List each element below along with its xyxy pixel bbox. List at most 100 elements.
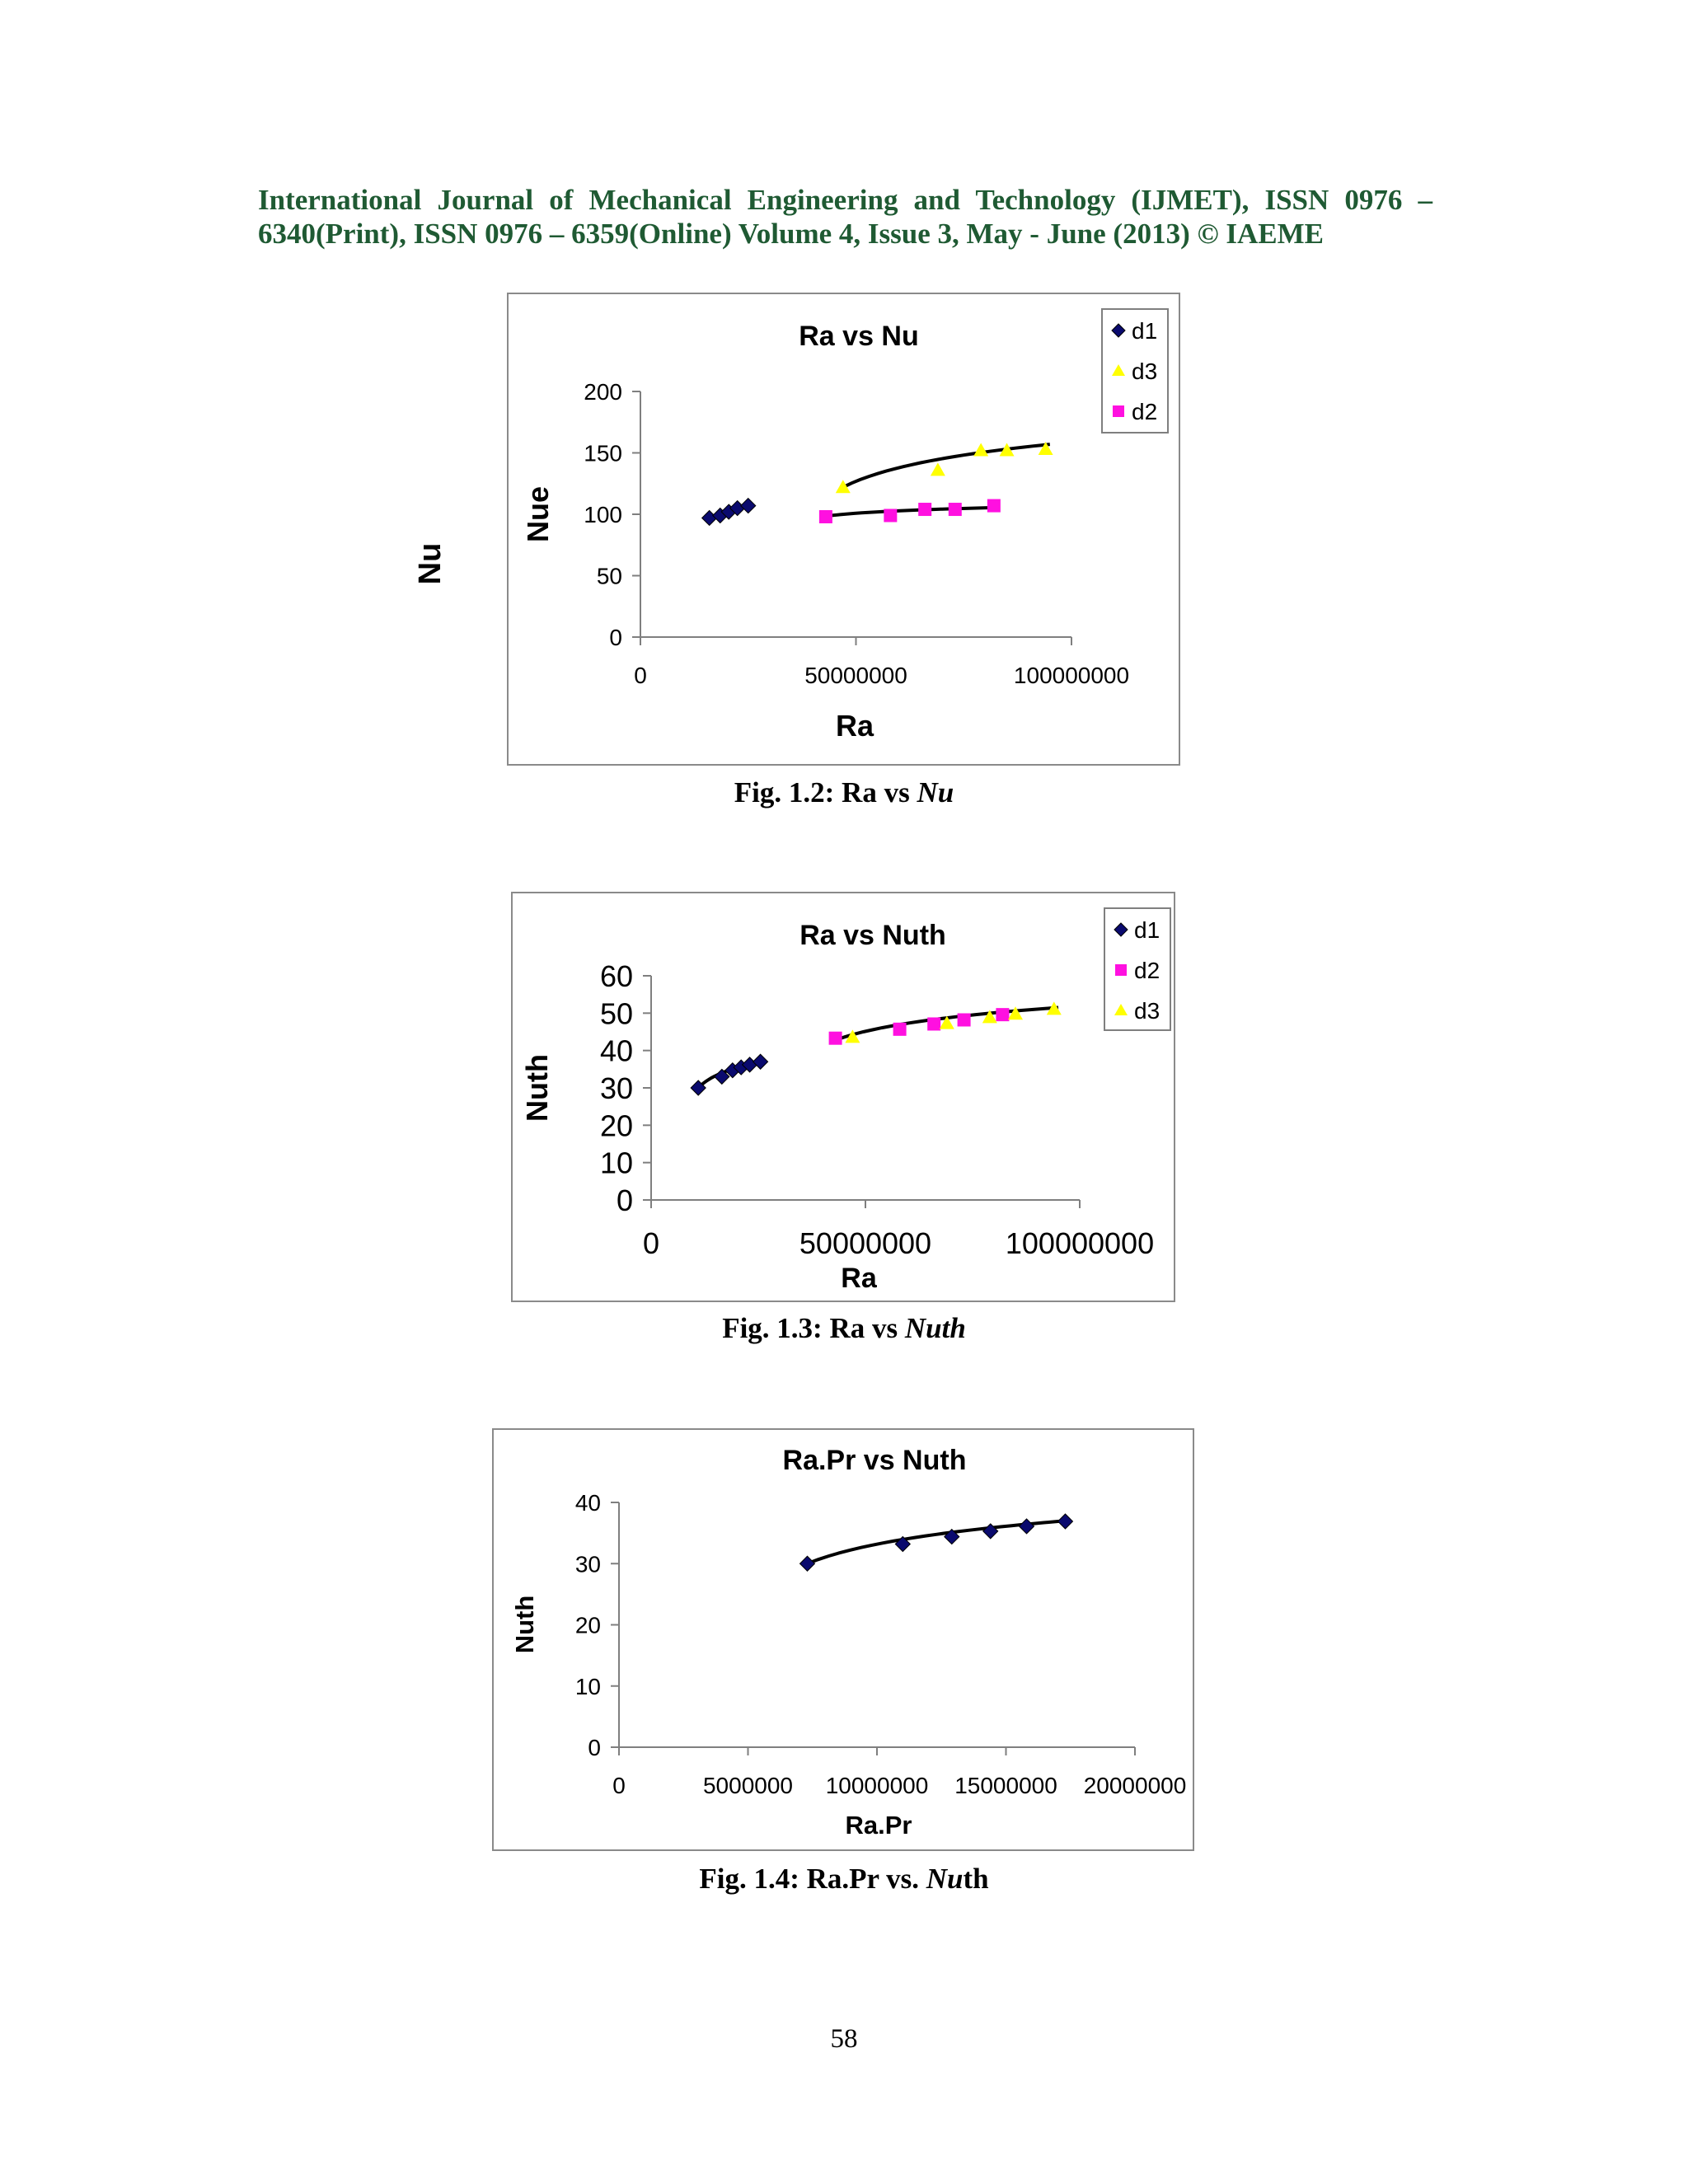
data-point-d2: [927, 1017, 941, 1031]
data-point-d2: [996, 1008, 1010, 1022]
legend-label-d3: d3: [1134, 998, 1160, 1024]
data-point-d1: [752, 1053, 769, 1070]
x-tick-label: 0: [612, 1773, 626, 1798]
y-tick-label: 0: [617, 1183, 633, 1217]
y-tick-label: 100: [584, 502, 622, 527]
x-tick-label: 100000000: [1014, 663, 1129, 688]
caption-text: Fig. 1.4: Ra.Pr vs.: [699, 1863, 926, 1895]
data-point-d2: [893, 1022, 907, 1036]
data-point-d1: [690, 1080, 706, 1096]
y-tick-label: 50: [597, 564, 622, 589]
data-point-d3: [930, 462, 945, 476]
x-axis-label: Ra: [836, 709, 874, 743]
figure-1-3-caption: Fig. 1.3: Ra vs Nuth: [0, 1312, 1688, 1345]
x-tick-label: 50000000: [799, 1226, 931, 1260]
figure-1-4-chart: Ra.Pr vs Nuth 0 10 20 30 40 0 5000000 10000000 15…: [492, 1428, 1194, 1851]
data-point-series: [944, 1528, 960, 1545]
y-axis-label: Nuth: [520, 1054, 554, 1122]
y-tick-label: 150: [584, 441, 622, 466]
y-tick-label: 0: [609, 625, 622, 650]
figure-1-2-caption: Fig. 1.2: Ra vs Nu: [0, 776, 1688, 809]
figure-1-3-chart: Ra vs Nuth 0 10 20 30 40 50 60 0 50000000 10000000…: [511, 892, 1175, 1302]
data-point-series: [1057, 1513, 1074, 1530]
data-point-series: [894, 1535, 912, 1553]
x-tick-label: 15000000: [954, 1773, 1057, 1798]
journal-header-line-2: 6340(Print), ISSN 0976 – 6359(Online) Vo…: [258, 218, 1325, 250]
y-tick-label: 50: [600, 996, 633, 1030]
legend-label-d2: d2: [1134, 958, 1160, 983]
y-tick-label: 40: [600, 1034, 633, 1068]
figure-1-2-chart: Ra vs Nu 0 50 100 150 200 0 50000000 100000000 Ra…: [507, 293, 1180, 766]
x-tick-label: 10000000: [826, 1773, 929, 1798]
caption-italic: Nu: [917, 776, 954, 808]
x-tick-label: 5000000: [703, 1773, 793, 1798]
x-tick-label: 50000000: [804, 663, 907, 688]
data-point-d1: [740, 497, 757, 514]
legend-marker-d3: [1114, 1004, 1128, 1015]
data-point-d2: [918, 503, 932, 517]
chart-title: Ra vs Nuth: [799, 920, 946, 951]
y-tick-label: 60: [600, 959, 633, 993]
data-point-d3: [1046, 1001, 1062, 1015]
legend-marker-d2: [1113, 405, 1124, 417]
caption-text: Fig. 1.2: Ra vs: [734, 776, 917, 808]
y-tick-label: 10: [575, 1674, 601, 1699]
data-point-d2: [987, 499, 1001, 513]
legend-label-d3: d3: [1132, 359, 1157, 384]
y-axis-label: Nue: [521, 486, 555, 542]
data-point-d3: [939, 1015, 954, 1029]
y-tick-label: 200: [584, 379, 622, 405]
chart-rapr-vs-nuth: Ra.Pr vs Nuth 0 10 20 30 40 0 5000000 10000000 15…: [510, 1445, 1187, 1840]
caption-text: Fig. 1.3: Ra vs: [722, 1312, 905, 1344]
legend-marker-d1: [1111, 323, 1126, 338]
y-tick-label: 40: [575, 1490, 601, 1516]
data-point-d1: [714, 1068, 730, 1085]
y-axis-label: Nuth: [510, 1596, 539, 1654]
caption-italic: Nuth: [904, 1312, 966, 1344]
journal-header-line-1: International Journal of Mechanical Engi…: [258, 184, 1432, 216]
journal-header: International Journal of Mechanical Engi…: [258, 183, 1432, 251]
page-number: 58: [830, 2024, 858, 2054]
chart-title: Ra.Pr vs Nuth: [783, 1445, 967, 1476]
y-tick-label: 30: [600, 1071, 633, 1105]
figure-1-4-caption: Fig. 1.4: Ra.Pr vs. Nuth: [0, 1863, 1688, 1896]
y-tick-label: 0: [588, 1735, 601, 1760]
data-point-d3: [973, 443, 989, 457]
x-tick-label: 0: [643, 1226, 659, 1260]
chart-ra-vs-nu: Ra vs Nu 0 50 100 150 200 0 50000000 100000000 Ra…: [521, 308, 1169, 743]
y-tick-label: 30: [575, 1551, 601, 1577]
data-point-d3: [845, 1029, 860, 1043]
trendline: [842, 443, 1051, 490]
caption-suffix: th: [963, 1863, 989, 1895]
data-point-d2: [957, 1013, 971, 1027]
x-tick-label: 100000000: [1006, 1226, 1154, 1260]
legend-marker-d1: [1114, 922, 1128, 937]
legend-label-d1: d1: [1134, 917, 1160, 943]
data-point-d3: [999, 443, 1015, 457]
figure-outer-axis-label: Nu: [413, 542, 448, 585]
caption-italic: Nu: [926, 1863, 964, 1895]
trendline: [825, 505, 999, 518]
data-point-d3: [835, 480, 851, 494]
data-point-d3: [982, 1010, 997, 1024]
data-point-d3: [1008, 1006, 1023, 1020]
x-axis-label: Ra: [841, 1263, 878, 1294]
legend-marker-d3: [1112, 364, 1125, 376]
legend-label-d1: d1: [1132, 318, 1157, 344]
data-point-series: [799, 1555, 816, 1572]
data-point-series: [1018, 1518, 1035, 1535]
legend-label-d2: d2: [1132, 399, 1157, 424]
y-tick-label: 10: [600, 1146, 633, 1180]
data-point-series: [982, 1523, 999, 1540]
x-axis-label: Ra.Pr: [846, 1811, 912, 1840]
x-tick-label: 20000000: [1084, 1773, 1187, 1798]
data-point-d2: [828, 1031, 842, 1045]
chart-title: Ra vs Nu: [799, 321, 919, 352]
x-tick-label: 0: [634, 663, 647, 688]
legend-marker-d2: [1115, 964, 1127, 976]
data-point-d2: [948, 503, 962, 517]
data-point-d1: [701, 509, 718, 527]
y-tick-label: 20: [575, 1613, 601, 1638]
data-point-d2: [884, 509, 898, 523]
